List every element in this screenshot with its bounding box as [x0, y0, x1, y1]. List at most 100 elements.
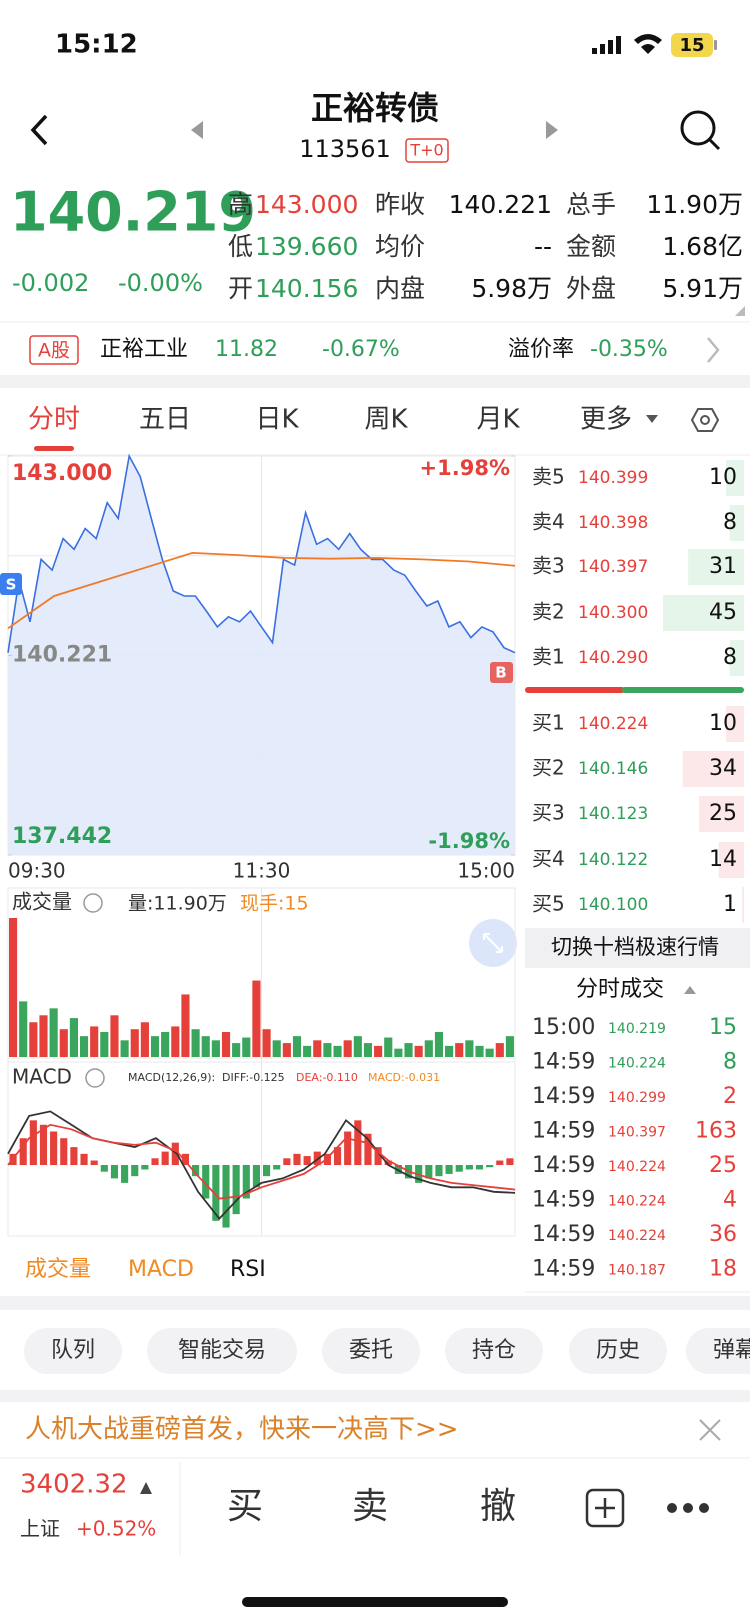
switch-button-bg[interactable]	[525, 928, 750, 968]
trade-time: 14:59	[532, 1084, 595, 1109]
book-label: 买3	[532, 801, 565, 825]
macd-bar	[333, 1147, 342, 1165]
trade-volume: 25	[709, 1153, 737, 1178]
y2-tick-label: -1.98%	[428, 829, 510, 853]
y2-tick-label: +1.98%	[420, 456, 510, 480]
last-price: 140.219	[10, 181, 256, 244]
action-label[interactable]: 智能交易	[178, 1338, 266, 1363]
action-pill[interactable]	[569, 1328, 667, 1374]
search-icon	[680, 110, 716, 146]
volume-bar	[384, 1037, 393, 1057]
help-icon[interactable]	[83, 893, 103, 913]
sort-caret	[684, 986, 696, 994]
search-button[interactable]	[680, 110, 721, 151]
book-price: 140.146	[578, 759, 648, 779]
action-label[interactable]: 队列	[51, 1338, 95, 1363]
premium-value: -0.35%	[590, 337, 668, 362]
t0-badge: T+0	[409, 141, 443, 160]
volume-bar	[394, 1048, 403, 1057]
indicator-tab[interactable]: MACD	[128, 1257, 194, 1282]
action-pill[interactable]	[147, 1328, 297, 1374]
volume-bar	[171, 1026, 180, 1057]
macd-bar	[374, 1147, 382, 1165]
t0-badge-box	[405, 138, 449, 163]
macd-bar	[445, 1165, 453, 1174]
banner-close[interactable]	[699, 1419, 721, 1441]
trade-button[interactable]: 撤	[480, 1486, 516, 1527]
action-pill[interactable]	[445, 1328, 543, 1374]
macd-bar	[283, 1158, 291, 1165]
action-label[interactable]: 委托	[349, 1338, 393, 1363]
average-line	[7, 551, 516, 630]
volume-bar	[414, 1045, 423, 1057]
trade-time: 14:59	[532, 1188, 595, 1213]
volume-bar	[485, 1048, 494, 1057]
book-volume: 45	[709, 600, 737, 625]
volume-bar	[374, 1045, 383, 1057]
action-pill[interactable]	[322, 1328, 420, 1374]
field-label: 均价	[375, 232, 425, 261]
indicator-tab[interactable]: 成交量	[25, 1257, 91, 1282]
volume-total: 量:11.90万	[128, 893, 227, 915]
more-button[interactable]	[667, 1503, 709, 1513]
action-pill[interactable]	[24, 1328, 122, 1374]
trade-button[interactable]: 买	[227, 1486, 263, 1527]
macd-bar	[232, 1165, 240, 1215]
book-label: 卖2	[532, 600, 565, 624]
depth-bar	[726, 460, 744, 496]
book-label: 买2	[532, 756, 565, 780]
action-label[interactable]: 弹幕	[713, 1338, 750, 1363]
chart-tab[interactable]: 更多	[580, 405, 632, 435]
macd-bar	[100, 1165, 108, 1172]
chart-tab[interactable]: 周K	[364, 405, 408, 435]
promo-banner[interactable]: 人机大战重磅首发，快来一决高下>>	[25, 1415, 459, 1445]
home-indicator	[242, 1597, 508, 1607]
stock-chevron[interactable]	[707, 337, 720, 363]
book-volume: 31	[709, 554, 737, 579]
index-arrow	[140, 1482, 152, 1494]
action-pill[interactable]	[686, 1328, 750, 1374]
action-label[interactable]: 持仓	[472, 1338, 516, 1363]
volume-bar	[79, 1036, 89, 1057]
corner-mark	[735, 306, 745, 316]
back-button[interactable]	[30, 114, 48, 146]
volume-bar	[262, 1029, 271, 1057]
trade-button[interactable]: 卖	[352, 1486, 388, 1527]
settings-icon[interactable]	[690, 408, 720, 432]
current-volume: 现手:15	[240, 893, 309, 915]
trades-title: 分时成交	[576, 977, 664, 1002]
macd-bar	[465, 1165, 473, 1170]
next-button[interactable]	[546, 121, 558, 139]
volume-bar	[252, 980, 261, 1057]
macd-bar	[323, 1153, 331, 1165]
macd-bar	[303, 1156, 311, 1165]
prev-button[interactable]	[191, 121, 203, 139]
add-button[interactable]	[585, 1488, 625, 1528]
trade-volume: 15	[709, 1015, 737, 1040]
indicator-tab[interactable]: RSI	[230, 1257, 266, 1282]
book-volume: 1	[723, 892, 737, 917]
field-label: 金额	[566, 232, 616, 261]
volume-bar	[505, 1036, 514, 1057]
book-price: 140.300	[578, 603, 648, 623]
macd-bar	[212, 1165, 220, 1221]
chart-tab[interactable]: 日K	[255, 405, 299, 435]
stock-name: 正裕工业	[100, 337, 188, 362]
x-tick-label: 11:30	[233, 859, 291, 883]
book-volume: 34	[709, 756, 737, 781]
trade-time: 14:59	[532, 1119, 595, 1144]
chart-tab[interactable]: 分时	[28, 405, 80, 435]
book-price: 140.397	[578, 557, 648, 577]
chart-tab[interactable]: 五日	[139, 405, 191, 435]
depth-bar	[726, 706, 744, 742]
switch-button[interactable]: 切换十档极速行情	[551, 935, 719, 959]
help-icon[interactable]	[85, 1068, 105, 1088]
macd-bar	[50, 1131, 58, 1165]
action-label[interactable]: 历史	[596, 1338, 640, 1363]
book-label: 买5	[532, 892, 565, 916]
volume-bar	[201, 1036, 210, 1057]
chart-tab[interactable]: 月K	[476, 405, 520, 435]
x-tick-label: 15:00	[457, 859, 515, 883]
